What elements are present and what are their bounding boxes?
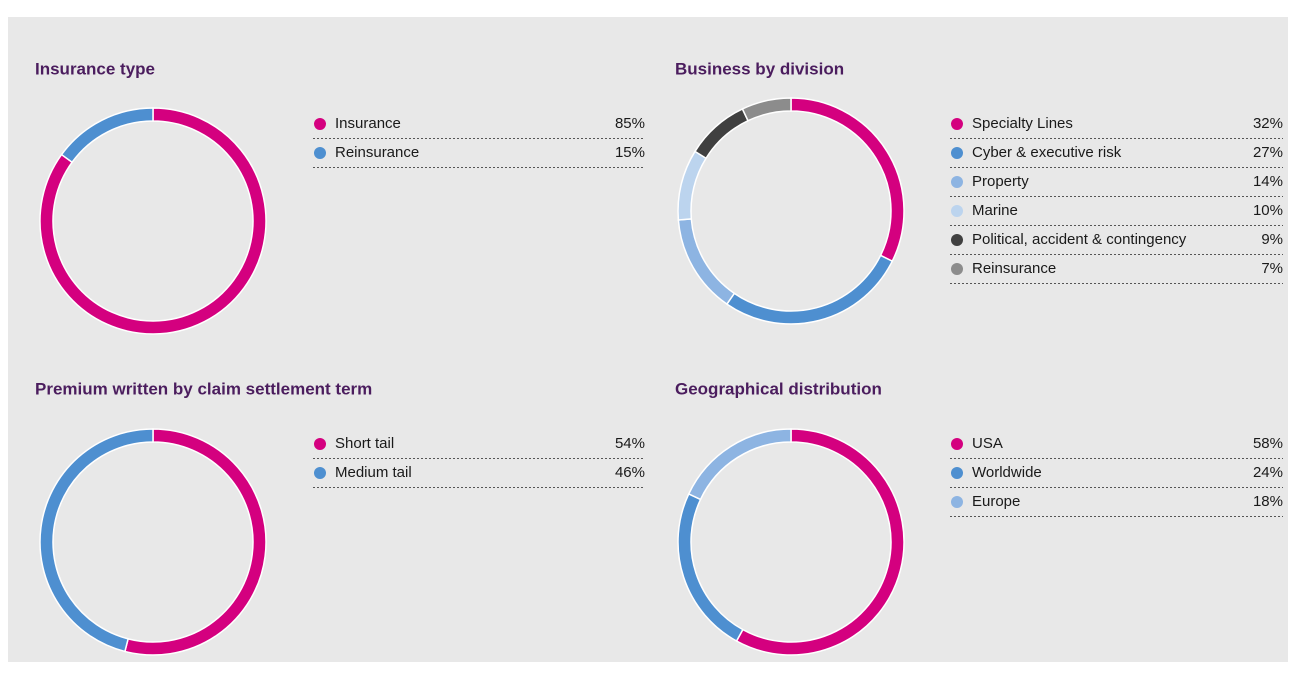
- legend-value: 7%: [1261, 260, 1283, 277]
- legend-value: 14%: [1253, 173, 1283, 190]
- chart-title: Premium written by claim settlement term: [35, 379, 372, 398]
- legend-marker: [951, 234, 963, 246]
- legend-value: 54%: [615, 435, 645, 452]
- legend-label: Medium tail: [335, 464, 412, 481]
- legend-value: 9%: [1261, 231, 1283, 248]
- legend-marker: [314, 147, 326, 159]
- donut-segment: [687, 428, 792, 501]
- legend-value: 58%: [1253, 435, 1283, 452]
- legend-marker: [951, 438, 963, 450]
- donut-segment: [39, 428, 154, 653]
- legend-label: Worldwide: [972, 464, 1042, 481]
- legend-label: Political, accident & contingency: [972, 231, 1187, 248]
- legend-marker: [314, 118, 326, 130]
- panel: [8, 17, 1288, 662]
- legend-label: Reinsurance: [972, 260, 1056, 277]
- legend-label: Short tail: [335, 435, 394, 452]
- legend-marker: [951, 263, 963, 275]
- legend-label: Cyber & executive risk: [972, 144, 1122, 161]
- legend-value: 27%: [1253, 144, 1283, 161]
- legend-label: Reinsurance: [335, 144, 419, 161]
- legend-label: USA: [972, 435, 1003, 452]
- legend-label: Specialty Lines: [972, 115, 1073, 132]
- legend-marker: [951, 467, 963, 479]
- legend-value: 85%: [615, 115, 645, 132]
- legend-marker: [951, 205, 963, 217]
- legend-marker: [951, 147, 963, 159]
- legend-label: Marine: [972, 202, 1018, 219]
- legend-marker: [314, 467, 326, 479]
- chart-title: Business by division: [675, 59, 844, 78]
- legend-value: 32%: [1253, 115, 1283, 132]
- legend-value: 24%: [1253, 464, 1283, 481]
- chart-title: Geographical distribution: [675, 379, 882, 398]
- legend-value: 10%: [1253, 202, 1283, 219]
- legend-label: Insurance: [335, 115, 401, 132]
- donut-segment: [60, 107, 154, 164]
- legend-value: 15%: [615, 144, 645, 161]
- donut-segment: [741, 97, 792, 122]
- legend-label: Europe: [972, 493, 1020, 510]
- legend-marker: [314, 438, 326, 450]
- legend-value: 46%: [615, 464, 645, 481]
- legend-marker: [951, 118, 963, 130]
- legend-label: Property: [972, 173, 1029, 190]
- chart-title: Insurance type: [35, 59, 155, 78]
- legend-marker: [951, 176, 963, 188]
- legend-value: 18%: [1253, 493, 1283, 510]
- legend-marker: [951, 496, 963, 508]
